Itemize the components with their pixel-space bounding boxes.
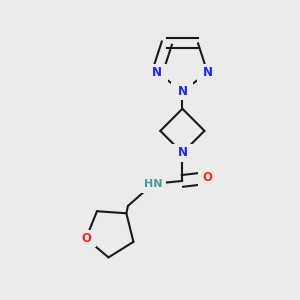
Text: HN: HN — [144, 179, 162, 189]
FancyBboxPatch shape — [171, 82, 194, 100]
Text: N: N — [202, 66, 213, 79]
Text: N: N — [152, 66, 162, 79]
FancyBboxPatch shape — [171, 144, 194, 162]
FancyBboxPatch shape — [76, 230, 95, 247]
Text: N: N — [177, 146, 188, 159]
FancyBboxPatch shape — [146, 64, 168, 82]
FancyBboxPatch shape — [198, 169, 217, 187]
FancyBboxPatch shape — [140, 175, 166, 193]
Text: N: N — [177, 85, 188, 98]
Text: O: O — [81, 232, 91, 245]
FancyBboxPatch shape — [196, 64, 219, 82]
Text: O: O — [202, 172, 212, 184]
